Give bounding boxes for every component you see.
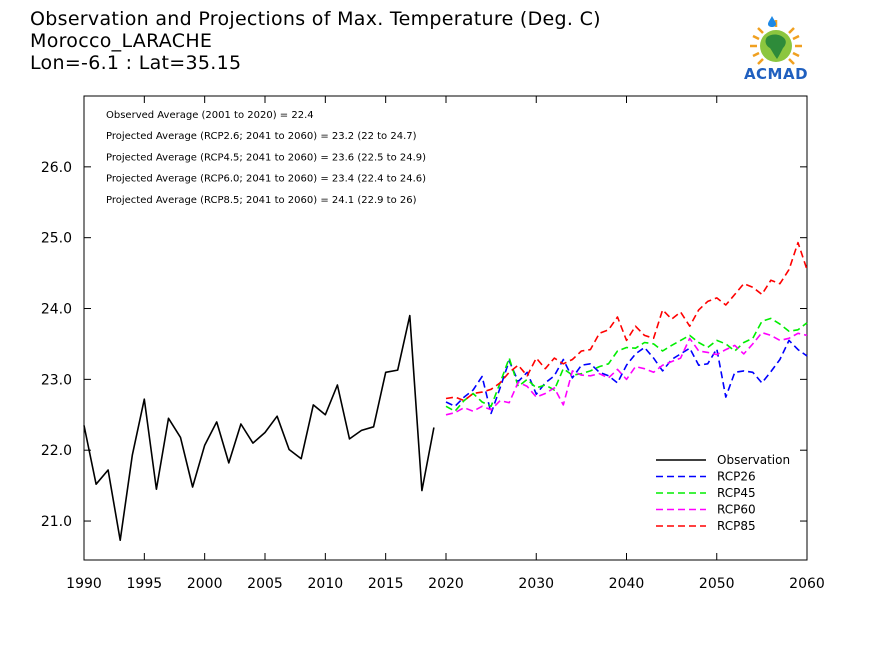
x-tick-label: 2050: [699, 576, 735, 592]
x-tick-label: 1995: [127, 576, 163, 592]
legend-label: RCP45: [717, 486, 756, 500]
coordinates: Lon=-6.1 : Lat=35.15: [30, 52, 242, 74]
y-tick-label: 22.0: [41, 443, 72, 459]
chart-title: Observation and Projections of Max. Temp…: [30, 8, 601, 30]
legend-label: RCP85: [717, 519, 756, 533]
x-tick-label: 2040: [609, 576, 645, 592]
y-tick-label: 24.0: [41, 302, 72, 318]
annotation-text: Projected Average (RCP6.0; 2041 to 2060)…: [106, 174, 426, 185]
x-tick-label: 2060: [789, 576, 825, 592]
series-line-rcp45: [445, 317, 808, 413]
annotation-text: Projected Average (RCP8.5; 2041 to 2060)…: [106, 195, 417, 206]
title-block: Observation and Projections of Max. Temp…: [30, 8, 601, 74]
x-tick-label: 1990: [66, 576, 102, 592]
series-line-rcp60: [445, 331, 808, 416]
y-tick-label: 23.0: [41, 372, 72, 388]
legend-label: Observation: [717, 453, 790, 467]
x-tick-label: 2030: [518, 576, 554, 592]
y-tick-label: 21.0: [41, 514, 72, 530]
series-line-rcp85: [445, 241, 808, 402]
x-tick-label: 2020: [428, 576, 464, 592]
location-name: Morocco_LARACHE: [30, 30, 213, 52]
x-tick-label: 2015: [368, 576, 404, 592]
x-tick-label: 2005: [247, 576, 283, 592]
x-tick-label: 2000: [187, 576, 223, 592]
series-line-observation: [83, 314, 435, 542]
legend-label: RCP26: [717, 470, 756, 484]
plot-frame: [83, 95, 808, 561]
annotation-text: Projected Average (RCP2.6; 2041 to 2060)…: [106, 131, 417, 142]
annotation-text: Observed Average (2001 to 2020) = 22.4: [106, 110, 314, 121]
y-tick-label: 26.0: [41, 160, 72, 176]
annotation-text: Projected Average (RCP4.5; 2041 to 2060)…: [106, 152, 426, 163]
y-tick-label: 25.0: [41, 231, 72, 247]
x-tick-label: 2010: [308, 576, 344, 592]
series-line-rcp26: [445, 339, 808, 415]
legend-label: RCP60: [717, 503, 756, 517]
